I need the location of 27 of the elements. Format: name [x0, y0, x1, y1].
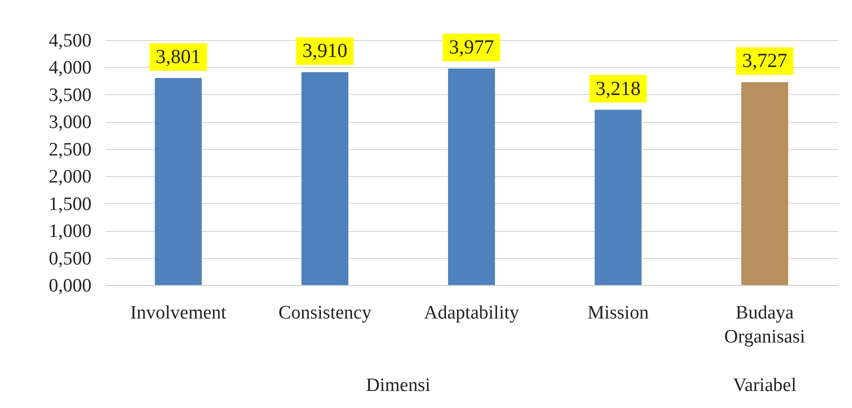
data-label: 3,727 — [742, 50, 788, 72]
data-label: 3,910 — [302, 40, 348, 62]
y-tick-label: 0,000 — [48, 276, 92, 296]
x-tick-label: Adaptability — [424, 302, 520, 324]
x-tick-label: Budaya Organisasi — [724, 302, 806, 348]
x-tick-label: Involvement — [130, 302, 228, 324]
bar — [448, 68, 495, 285]
data-label: 3,801 — [156, 46, 201, 68]
y-tick-label: 4,000 — [48, 58, 92, 79]
bar — [594, 110, 642, 285]
y-tick-label: 4,500 — [48, 30, 92, 52]
text: Variabel — [733, 375, 796, 396]
y-tick-label: 1,500 — [48, 194, 92, 215]
x-tick-label: Mission — [587, 302, 650, 324]
y-tick-label: 3,500 — [48, 84, 92, 106]
y-tick-label: 2,500 — [48, 139, 92, 160]
text: Dimensi — [366, 375, 430, 396]
y-tick-label: 3,000 — [48, 112, 92, 134]
bar — [741, 82, 788, 285]
data-label: 3,218 — [596, 78, 641, 100]
x-tick-label: Consistency — [278, 302, 372, 324]
data-label: 3,977 — [449, 36, 494, 58]
bar — [154, 78, 202, 285]
y-tick-label: 2,000 — [48, 166, 92, 188]
y-tick-label: 0,500 — [48, 248, 92, 270]
y-tick-label: 1,000 — [48, 221, 92, 242]
bar — [301, 72, 348, 285]
